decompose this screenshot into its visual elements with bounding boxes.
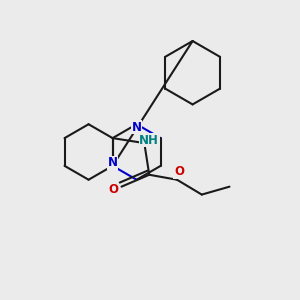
Text: NH: NH [139,134,159,147]
Text: O: O [109,183,118,196]
Text: N: N [132,121,142,134]
Text: N: N [108,156,118,170]
Text: O: O [174,165,184,178]
